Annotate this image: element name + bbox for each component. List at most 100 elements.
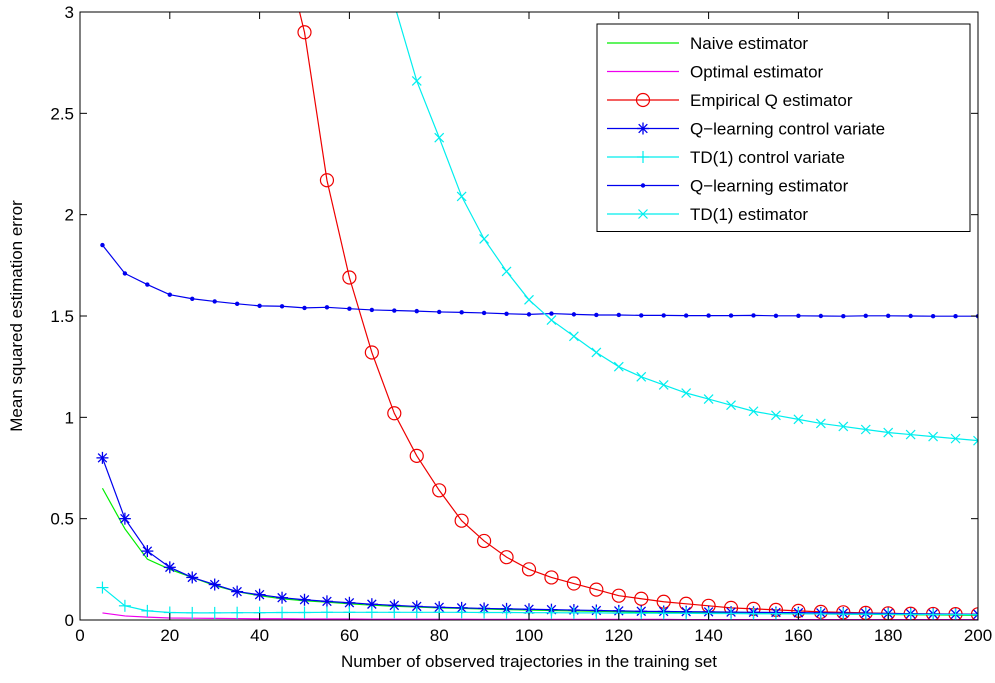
y-tick-label: 2 — [65, 206, 74, 225]
data-point — [478, 606, 491, 619]
series-layer — [96, 12, 978, 620]
data-point — [818, 313, 824, 319]
data-point — [815, 418, 826, 429]
data-point — [501, 266, 512, 277]
data-point — [657, 607, 670, 620]
series-line — [102, 587, 978, 616]
data-point — [863, 313, 868, 318]
x-tick-label: 80 — [430, 626, 449, 645]
data-point — [96, 581, 109, 594]
data-point — [545, 606, 558, 619]
data-point — [167, 292, 172, 297]
data-point — [208, 578, 221, 591]
data-point — [186, 571, 199, 584]
y-tick-label: 3 — [65, 3, 74, 22]
data-point — [455, 606, 468, 619]
data-point — [302, 305, 307, 311]
y-tick-label: 0 — [65, 611, 74, 630]
x-tick-label: 200 — [964, 626, 992, 645]
data-point — [908, 313, 913, 319]
data-point — [544, 570, 559, 585]
data-point — [504, 311, 509, 316]
data-point — [369, 307, 375, 313]
data-point — [837, 608, 850, 620]
data-point — [234, 301, 240, 307]
data-point — [841, 314, 846, 319]
legend-marker — [635, 92, 651, 108]
data-point — [276, 606, 289, 619]
data-point — [499, 550, 514, 565]
data-point — [163, 561, 176, 574]
data-point — [590, 606, 603, 619]
data-point — [320, 595, 333, 608]
data-point — [231, 585, 244, 598]
data-point — [186, 606, 199, 619]
data-point — [387, 406, 402, 421]
data-point — [571, 312, 577, 317]
data-point — [883, 427, 894, 438]
x-tick-label: 160 — [784, 626, 812, 645]
data-point — [681, 388, 692, 398]
data-point — [589, 582, 604, 597]
data-point — [100, 242, 105, 248]
data-point — [634, 591, 649, 606]
legend-label: Naive estimator — [690, 34, 808, 53]
data-point — [927, 608, 940, 620]
data-point — [521, 562, 537, 577]
data-point — [190, 296, 195, 301]
data-point — [231, 606, 244, 619]
legend-label: TD(1) estimator — [690, 205, 808, 224]
y-tick-label: 0.5 — [50, 510, 74, 529]
data-point — [549, 311, 554, 316]
data-point — [364, 345, 379, 360]
data-point — [814, 607, 827, 620]
data-point — [706, 313, 711, 318]
data-point — [616, 312, 621, 318]
y-tick-label: 2.5 — [50, 104, 74, 123]
data-point — [972, 608, 978, 620]
data-point — [728, 313, 734, 318]
x-tick-label: 20 — [160, 626, 179, 645]
data-point — [567, 606, 580, 619]
legend-marker — [637, 151, 649, 163]
data-point — [747, 607, 760, 620]
data-point — [454, 513, 469, 528]
data-point — [365, 606, 378, 619]
data-point — [613, 361, 624, 372]
data-point — [680, 607, 693, 620]
x-tick-label: 100 — [515, 626, 543, 645]
data-point — [298, 606, 311, 619]
data-point — [658, 379, 669, 390]
legend-item: Q−learning estimator — [607, 177, 849, 196]
data-point — [950, 433, 961, 444]
y-tick-label: 1.5 — [50, 307, 74, 326]
legend-label: Q−learning estimator — [690, 177, 849, 196]
data-point — [904, 608, 917, 620]
data-point — [636, 371, 647, 382]
legend-marker — [637, 122, 649, 135]
data-point — [526, 312, 532, 317]
data-point — [276, 591, 289, 604]
data-point — [859, 608, 872, 620]
data-point — [324, 305, 330, 310]
data-point — [392, 308, 397, 313]
legend-box — [596, 23, 971, 232]
x-axis-label: Number of observed trajectories in the t… — [341, 652, 717, 671]
data-point — [297, 25, 312, 40]
legend-label: Q−learning control variate — [690, 120, 885, 139]
data-point — [481, 310, 487, 316]
data-point — [96, 451, 109, 464]
data-point — [860, 424, 871, 435]
data-point — [319, 173, 335, 188]
data-point — [410, 606, 423, 619]
data-point — [725, 607, 738, 620]
legend-item: Naive estimator — [607, 34, 808, 53]
data-point — [414, 308, 419, 314]
series-4 — [96, 581, 978, 620]
series-line — [101, 244, 978, 317]
legend-marker — [640, 183, 646, 188]
data-point — [500, 606, 513, 619]
data-point — [411, 75, 422, 86]
series-line — [101, 457, 978, 615]
data-point — [751, 313, 756, 318]
